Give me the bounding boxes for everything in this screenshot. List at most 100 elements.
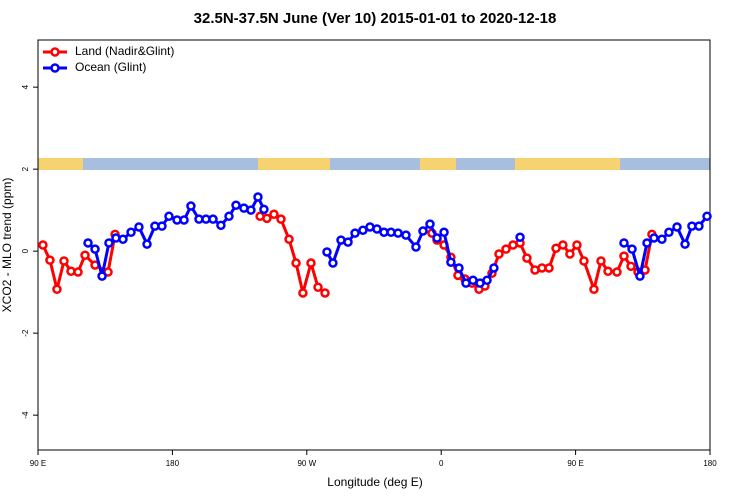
legend-marker	[50, 63, 60, 73]
point	[52, 284, 62, 295]
point	[694, 221, 704, 231]
y-tick-label: 0	[21, 248, 30, 253]
land-ocean-strip	[38, 158, 710, 170]
point	[446, 257, 456, 267]
legend-label: Ocean (Glint)	[75, 60, 146, 74]
point	[118, 234, 128, 245]
point	[104, 238, 114, 248]
point	[672, 222, 682, 232]
y-tick-label: -4	[21, 411, 30, 419]
point	[454, 263, 464, 273]
point	[411, 242, 421, 252]
point	[589, 284, 599, 295]
point	[642, 238, 652, 248]
point	[231, 200, 241, 210]
point	[482, 275, 492, 286]
point	[208, 214, 218, 224]
point	[186, 201, 196, 211]
point	[298, 288, 308, 298]
x-tick-label: 0	[439, 459, 444, 468]
series-line	[41, 212, 654, 295]
point	[224, 211, 234, 222]
point	[246, 205, 256, 215]
point	[572, 240, 582, 250]
point	[328, 258, 338, 268]
point	[269, 209, 279, 219]
point	[253, 192, 263, 202]
y-tick-label: -2	[21, 329, 30, 337]
point	[649, 233, 659, 243]
x-axis-label: Longitude (deg E)	[327, 475, 422, 489]
x-tick-label: 90 W	[297, 459, 316, 468]
point	[558, 240, 568, 250]
point	[544, 263, 554, 273]
point	[45, 255, 55, 265]
point	[291, 258, 301, 268]
point	[276, 214, 286, 224]
point	[164, 211, 174, 222]
point	[627, 244, 637, 254]
point	[103, 267, 113, 277]
point	[603, 266, 613, 276]
point	[262, 213, 272, 224]
point	[657, 234, 667, 245]
point	[320, 288, 330, 298]
point	[565, 249, 575, 259]
point	[216, 220, 226, 231]
point	[401, 230, 411, 240]
point	[358, 225, 368, 235]
point	[515, 232, 525, 242]
point	[90, 244, 100, 254]
x-tick-label: 90 E	[30, 459, 46, 468]
legend-label: Land (Nadir&Glint)	[75, 44, 174, 58]
point	[664, 227, 674, 238]
point	[97, 271, 107, 281]
point	[432, 233, 442, 243]
y-axis-label: XCO2 - MLO trend (ppm)	[0, 178, 14, 313]
point	[635, 271, 645, 281]
point	[619, 238, 629, 248]
point	[626, 261, 636, 272]
x-tick-label: 90 E	[567, 459, 583, 468]
point	[179, 215, 189, 225]
point	[59, 256, 69, 266]
point	[494, 249, 504, 259]
plot-frame	[37, 39, 711, 451]
point	[157, 221, 167, 231]
point	[372, 224, 382, 234]
y-tick-label: 4	[21, 84, 30, 89]
point	[596, 256, 606, 266]
point	[126, 227, 136, 238]
chart-title: 32.5N-37.5N June (Ver 10) 2015-01-01 to …	[194, 10, 557, 27]
point	[418, 226, 428, 236]
point	[73, 267, 83, 277]
point	[522, 253, 532, 263]
point	[579, 256, 589, 266]
point	[350, 228, 360, 238]
x-tick-label: 180	[166, 459, 180, 468]
point	[38, 240, 48, 250]
point	[425, 219, 435, 229]
point	[80, 250, 90, 260]
point	[142, 239, 152, 249]
point	[612, 267, 622, 277]
point	[322, 247, 332, 257]
legend-marker	[50, 47, 60, 57]
point	[134, 222, 144, 232]
point	[306, 258, 316, 268]
point	[313, 282, 323, 292]
point	[702, 211, 712, 222]
point	[489, 263, 499, 273]
point	[83, 238, 93, 248]
point	[501, 244, 511, 254]
point	[393, 228, 403, 238]
point	[284, 234, 294, 245]
y-tick-label: 2	[21, 166, 30, 171]
point	[439, 227, 449, 238]
point	[259, 204, 269, 215]
point	[680, 239, 690, 249]
point	[619, 251, 629, 261]
x-tick-label: 180	[703, 459, 717, 468]
point	[343, 237, 353, 247]
